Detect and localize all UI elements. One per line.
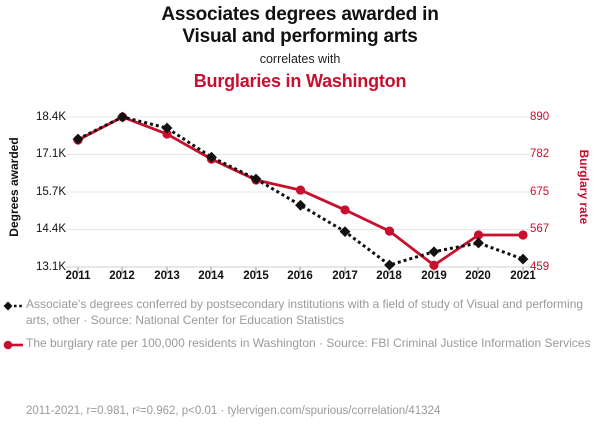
title-line-2: Visual and performing arts [182,26,418,47]
chart-legend: Associate's degrees conferred by postsec… [0,297,600,360]
y-tick-right-3: 567 [530,223,550,235]
y-tick-right-4: 459 [530,261,550,273]
y-tick-left-1: 17.1K [35,148,66,160]
y-tick-right-1: 782 [530,148,550,160]
legend-label-degrees: Associate's degrees conferred by postsec… [26,297,584,327]
title-line-1: Associates degrees awarded in [161,4,439,25]
x-tick-5: 2016 [287,270,313,282]
x-tick-3: 2014 [198,270,224,282]
x-tick-7: 2018 [376,270,402,282]
y-tick-left-0: 18.4K [35,111,66,123]
legend-item-degrees: Associate's degrees conferred by postsec… [0,297,600,328]
chart-canvas [66,111,530,274]
title-connector: correlates with [259,52,341,66]
x-tick-2: 2013 [154,270,180,282]
page-subtitle: Burglaries in Washington [193,71,407,91]
x-tick-10: 2021 [510,270,536,282]
legend-item-burglary: The burglary rate per 100,000 residents … [0,336,600,352]
x-tick-8: 2019 [421,270,447,282]
y-tick-right-2: 675 [530,186,550,198]
page-title: Associates degrees awarded in Visual and… [0,4,600,48]
footer-stats: 2011-2021, r=0.981, r²=0.962, p<0.01 · t… [26,405,441,417]
y-tick-right-0: 890 [530,111,550,123]
y-tick-left-4: 13.1K [35,261,66,273]
x-tick-0: 2011 [65,270,91,282]
x-tick-6: 2017 [332,270,358,282]
x-tick-1: 2012 [109,270,135,282]
chart-header: Associates degrees awarded in Visual and… [0,4,600,92]
series-burglary-rate [73,112,528,270]
y-tick-left-2: 15.7K [35,186,66,198]
x-tick-4: 2015 [243,270,269,282]
black-diamond-dotted-line-icon [2,299,24,311]
series-degrees-awarded [72,111,529,271]
y-tick-left-3: 14.4K [35,223,66,235]
x-tick-9: 2020 [465,270,491,282]
plot-area: Degrees awarded Burglary rate 18.4K 17.1… [0,100,600,285]
red-circle-solid-line-icon [2,338,24,350]
legend-label-burglary: The burglary rate per 100,000 residents … [26,336,591,350]
